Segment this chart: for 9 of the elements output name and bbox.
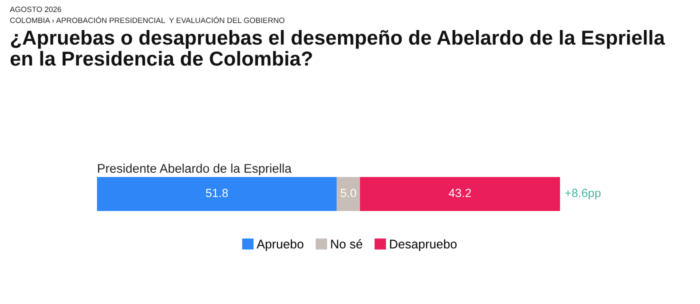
legend-label: Apruebo — [256, 239, 304, 251]
legend-label: Desapruebo — [390, 239, 457, 251]
data-label: 43.2 — [448, 188, 471, 198]
y-tick-label: Presidente Abelardo de la Espriella — [98, 164, 292, 176]
data-label: 5.0 — [340, 188, 356, 198]
chart-title: ¿Apruebas o desapruebas el desempeño de Abelardo de la Espriella en la Presidencia de Colombia? — [10, 30, 666, 66]
data-label: 51.8 — [206, 188, 228, 198]
legend-label: No sé — [331, 239, 362, 248]
text: +8.6pp — [565, 188, 601, 200]
